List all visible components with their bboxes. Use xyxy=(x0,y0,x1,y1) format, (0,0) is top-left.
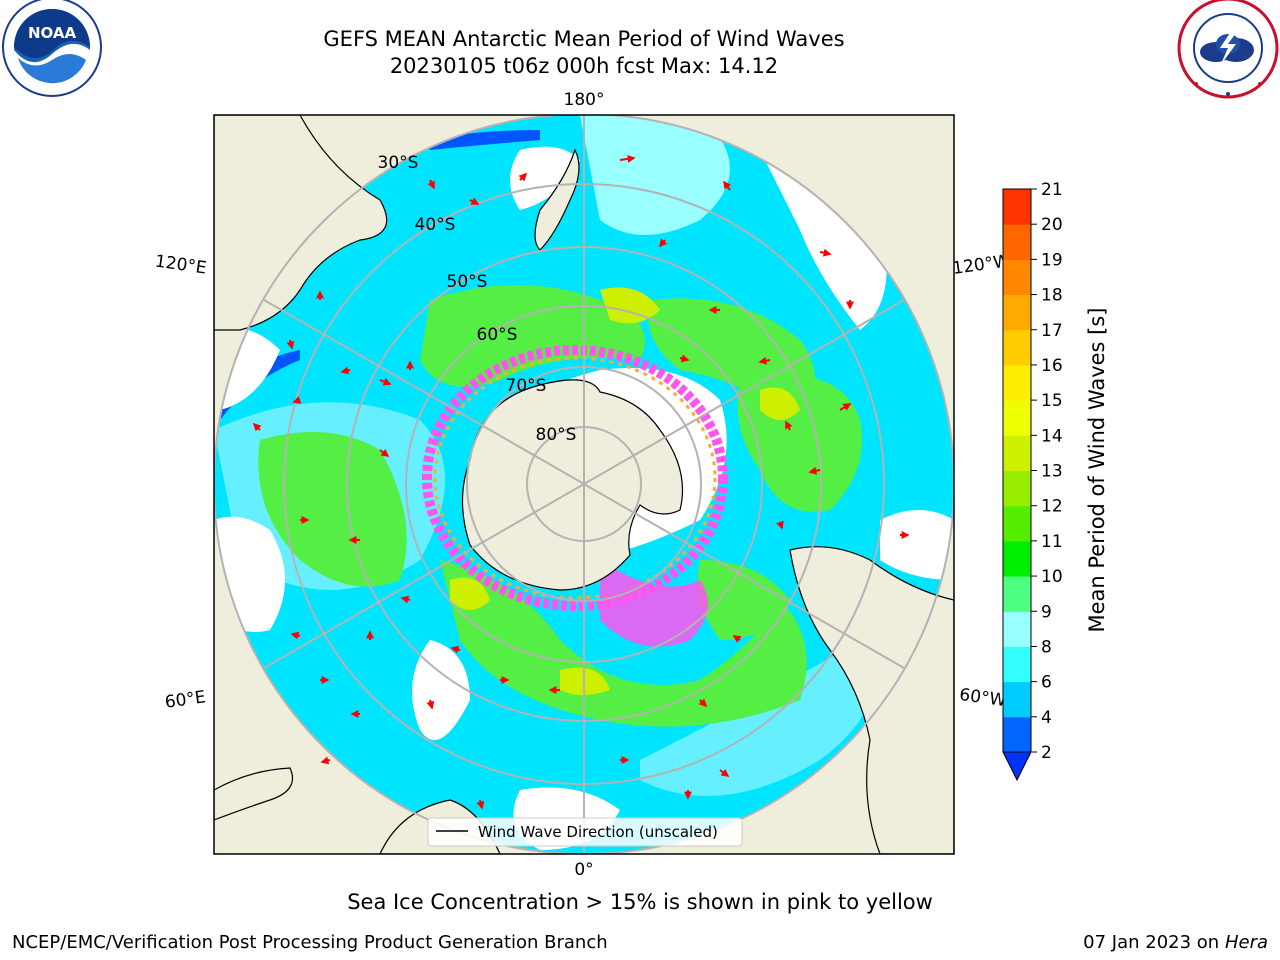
lat-label-80: 80°S xyxy=(536,425,577,445)
noaa-logo: NOAA xyxy=(2,0,102,97)
map-title: GEFS MEAN Antarctic Mean Period of Wind … xyxy=(323,27,845,51)
wind-wave-legend: Wind Wave Direction (unscaled) xyxy=(427,817,743,847)
colorbar-block xyxy=(1003,259,1031,296)
colorbar-tick-label: 4 xyxy=(1041,708,1052,728)
wind-wave-arrows xyxy=(252,154,910,810)
arrow xyxy=(290,631,301,640)
new-zealand-landmass xyxy=(534,148,580,251)
lat-label-70: 70°S xyxy=(506,376,547,396)
arrow xyxy=(839,403,852,411)
colorbar-block xyxy=(1003,646,1031,683)
footer-credit: NCEP/EMC/Verification Post Processing Pr… xyxy=(12,932,608,953)
arrow xyxy=(252,422,262,432)
colorbar-extend-triangle xyxy=(1002,751,1032,782)
footer-date-text: 07 Jan 2023 on xyxy=(1083,932,1225,953)
arrow xyxy=(292,396,302,404)
arrow xyxy=(619,154,636,163)
footer-host: Hera xyxy=(1224,932,1268,953)
lon-label-lower-left: 60°E xyxy=(164,687,207,712)
colorbar-block xyxy=(1003,435,1031,471)
colorbar-block xyxy=(1003,294,1031,331)
polar-map: Wind Wave Direction (unscaled) xyxy=(214,115,954,854)
colorbar-tick-label: 16 xyxy=(1041,356,1063,376)
colorbar-block xyxy=(1003,470,1031,507)
colorbar-block xyxy=(1003,400,1031,436)
colorbar: 2 4 6 8 9 10 11 12 13 14 15 16 17 18 19 20 21 Mean Perio… xyxy=(1002,180,1109,782)
lat-label-30: 30°S xyxy=(378,153,419,173)
lon-label-upper-left: 120°E xyxy=(154,252,208,279)
arrow xyxy=(719,768,730,777)
antarctica-landmass xyxy=(461,379,683,591)
colorbar-block xyxy=(1003,576,1031,612)
lat-label-60: 60°S xyxy=(477,325,518,345)
arrow xyxy=(379,448,390,457)
lon-label-lower-right: 60°W xyxy=(958,685,1007,711)
colorbar-tick-label: 9 xyxy=(1041,602,1052,622)
colorbar-block xyxy=(1003,505,1031,542)
colorbar-tick-label: 20 xyxy=(1041,215,1063,235)
arrow xyxy=(758,356,771,365)
colorbar-block xyxy=(1003,540,1031,577)
colorbar-block xyxy=(1003,329,1031,366)
lat-label-50: 50°S xyxy=(447,272,488,292)
arrow xyxy=(679,354,690,363)
arrow xyxy=(658,238,668,248)
colorbar-tick-label: 10 xyxy=(1041,567,1063,587)
colorbar-block xyxy=(1003,716,1031,753)
colorbar-tick-label: 12 xyxy=(1041,497,1063,517)
arrow xyxy=(698,698,708,708)
footer-date: 07 Jan 2023 on Hera xyxy=(1083,932,1268,953)
colorbar-block xyxy=(1003,681,1031,718)
arrow xyxy=(785,420,793,431)
south-america-landmass xyxy=(789,546,954,854)
arrow xyxy=(340,366,351,375)
colorbar-block xyxy=(1003,364,1031,401)
lon-label-upper-right: 120°W xyxy=(951,251,1011,279)
arrow xyxy=(426,699,435,710)
colorbar-label: Mean Period of Wind Waves [s] xyxy=(1085,308,1109,633)
nws-logo xyxy=(1177,0,1279,99)
noaa-logo-text: NOAA xyxy=(28,24,77,42)
arrow xyxy=(819,248,832,257)
colorbar-tick-label: 13 xyxy=(1041,462,1063,482)
colorbar-tick-label: 18 xyxy=(1041,286,1063,306)
colorbar-tick-label: 21 xyxy=(1041,180,1063,200)
madagascar-landmass xyxy=(214,767,294,821)
colorbar-tick-label: 14 xyxy=(1041,426,1063,446)
arrow xyxy=(732,635,742,643)
colorbar-tick-label: 17 xyxy=(1041,321,1063,341)
sea-ice-ring xyxy=(422,345,728,647)
lon-label-top: 180° xyxy=(564,90,605,110)
arrow xyxy=(450,645,461,654)
lon-label-bottom: 0° xyxy=(574,860,593,880)
arrow xyxy=(476,799,485,810)
colorbar-tick-label: 11 xyxy=(1041,532,1063,552)
arrow xyxy=(723,180,732,191)
australia-landmass xyxy=(214,115,388,331)
map-frame xyxy=(213,114,955,855)
colorbar-block xyxy=(1003,189,1031,225)
colorbar-tick-label: 2 xyxy=(1041,743,1052,763)
colorbar-tick-label: 15 xyxy=(1041,391,1063,411)
sea-ice-caption: Sea Ice Concentration > 15% is shown in … xyxy=(347,890,933,914)
arrow xyxy=(286,339,295,350)
arrow xyxy=(518,172,528,182)
colorbar-tick-label: 8 xyxy=(1041,637,1052,657)
map-subtitle: 20230105 t06z 000h fcst Max: 14.12 xyxy=(389,54,779,78)
colorbar-block xyxy=(1003,224,1031,260)
arrow xyxy=(320,756,331,765)
arrow xyxy=(808,466,821,475)
arrow xyxy=(379,377,392,386)
colorbar-tick-label: 19 xyxy=(1041,250,1063,270)
graticule xyxy=(214,115,954,854)
colorbar-tick-label: 6 xyxy=(1041,673,1052,693)
arrow xyxy=(427,179,435,190)
lat-label-40: 40°S xyxy=(415,215,456,235)
arrow xyxy=(776,520,784,530)
colorbar-block xyxy=(1003,611,1031,647)
arrow xyxy=(400,595,411,604)
legend-label: Wind Wave Direction (unscaled) xyxy=(478,823,718,841)
arrow xyxy=(469,197,480,205)
